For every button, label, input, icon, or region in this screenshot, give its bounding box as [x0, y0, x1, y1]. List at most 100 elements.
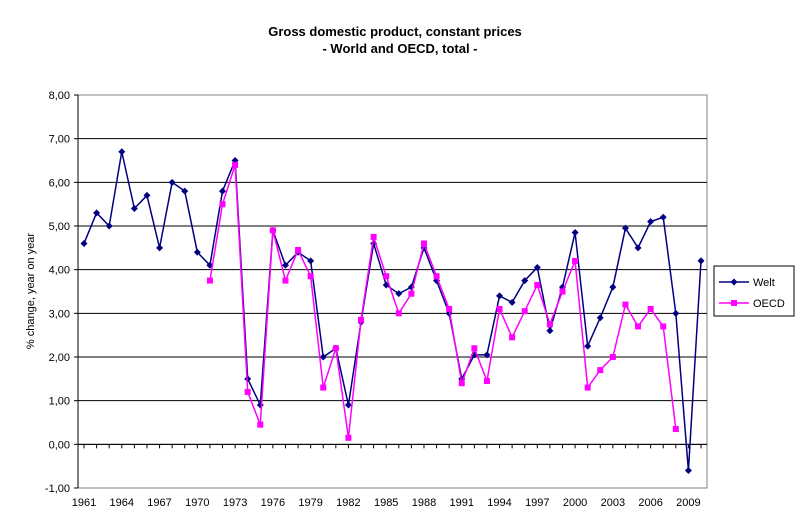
data-point-oecd — [483, 378, 490, 385]
x-tick-label: 1967 — [147, 497, 171, 509]
data-point-oecd — [408, 290, 415, 297]
data-point-oecd — [232, 161, 239, 168]
x-tick-label: 1973 — [223, 497, 247, 509]
data-point-welt — [307, 257, 315, 265]
data-point-oecd — [345, 434, 352, 441]
data-point-oecd — [358, 316, 365, 323]
data-point-welt — [533, 263, 541, 271]
series-line-welt — [83, 151, 702, 471]
legend: Welt OECD — [713, 265, 795, 317]
data-point-welt — [93, 209, 101, 217]
axes — [77, 95, 707, 488]
data-point-oecd — [458, 380, 465, 387]
x-tick-label: 1982 — [336, 497, 360, 509]
chart-title: Gross domestic product, constant prices — [268, 24, 522, 39]
x-tick-label: 1964 — [110, 497, 134, 509]
data-point-oecd — [332, 345, 339, 352]
data-point-oecd — [420, 240, 427, 247]
data-point-welt — [571, 229, 579, 237]
data-point-welt — [621, 224, 629, 232]
data-point-welt — [672, 309, 680, 317]
y-tick-label: 3,00 — [49, 308, 70, 320]
y-tick-label: 4,00 — [49, 265, 70, 277]
x-tick-label: 2006 — [638, 497, 662, 509]
data-point-oecd — [509, 334, 516, 341]
data-point-welt — [697, 257, 705, 265]
data-point-welt — [193, 248, 201, 256]
data-point-oecd — [433, 273, 440, 280]
x-tick-label: 1976 — [261, 497, 285, 509]
data-point-oecd — [370, 233, 377, 240]
data-point-oecd — [635, 323, 642, 330]
data-point-oecd — [269, 227, 276, 234]
data-point-oecd — [496, 305, 503, 312]
data-point-oecd — [546, 321, 553, 328]
y-tick-label: 2,00 — [49, 352, 70, 364]
data-point-welt — [546, 327, 554, 335]
x-tick-label: 2003 — [601, 497, 625, 509]
data-point-oecd — [206, 277, 213, 284]
y-tick-label: 7,00 — [49, 134, 70, 146]
data-point-oecd — [282, 277, 289, 284]
data-point-welt — [344, 401, 352, 409]
y-tick-label: -1,00 — [45, 483, 70, 495]
data-point-welt — [80, 239, 88, 247]
legend-box — [713, 265, 795, 317]
x-tick-label: 1985 — [374, 497, 398, 509]
data-point-oecd — [672, 426, 679, 433]
data-point-welt — [105, 222, 113, 230]
data-point-welt — [181, 187, 189, 195]
data-point-welt — [156, 244, 164, 252]
data-point-welt — [584, 342, 592, 350]
x-tick-label: 1979 — [298, 497, 322, 509]
data-point-oecd — [320, 384, 327, 391]
x-tick-label: 1991 — [450, 497, 474, 509]
plot-area — [77, 94, 708, 489]
data-point-oecd — [383, 273, 390, 280]
data-point-oecd — [584, 384, 591, 391]
data-point-oecd — [609, 354, 616, 360]
legend-label-oecd: OECD — [753, 298, 785, 310]
data-point-oecd — [471, 345, 478, 352]
data-point-welt — [219, 187, 227, 195]
y-tick-labels: -1,00 0,00 1,00 2,00 3,00 4,00 5,00 6,00 7,00 8,0… — [45, 90, 78, 495]
data-point-welt — [647, 218, 655, 226]
x-tick-label: 2000 — [563, 497, 587, 509]
data-point-oecd — [647, 305, 654, 312]
data-point-welt — [659, 213, 667, 221]
y-tick-label: 8,00 — [49, 90, 70, 102]
data-point-oecd — [257, 421, 264, 428]
legend-marker-oecd — [731, 300, 737, 306]
data-point-oecd — [622, 301, 629, 308]
data-point-oecd — [559, 288, 566, 295]
data-point-oecd — [307, 273, 314, 280]
data-point-oecd — [521, 308, 528, 315]
data-point-welt — [130, 205, 138, 213]
x-tick-labels: 1961 1964 1967 1970 1973 1976 1979 1982 1985 1988… — [72, 444, 702, 509]
data-point-welt — [281, 261, 289, 269]
data-point-oecd — [446, 305, 453, 312]
data-point-oecd — [597, 367, 604, 374]
data-point-welt — [319, 353, 327, 361]
grid-lines — [78, 138, 707, 445]
data-point-welt — [508, 298, 516, 306]
x-tick-label: 2009 — [676, 497, 700, 509]
x-tick-label: 1994 — [487, 497, 511, 509]
y-tick-label: 5,00 — [49, 221, 70, 233]
x-tick-label: 1961 — [72, 497, 96, 509]
data-point-oecd — [534, 281, 541, 288]
legend-label-welt: Welt — [753, 277, 775, 289]
y-tick-label: 1,00 — [49, 396, 70, 408]
x-tick-label: 1988 — [412, 497, 436, 509]
data-point-welt — [143, 191, 151, 199]
data-point-welt — [496, 292, 504, 300]
data-point-welt — [483, 351, 491, 359]
data-point-welt — [596, 314, 604, 322]
legend-marker-welt — [730, 278, 738, 286]
series-group — [80, 148, 705, 475]
data-point-welt — [634, 244, 642, 252]
data-point-oecd — [295, 247, 302, 254]
data-point-oecd — [219, 201, 226, 208]
